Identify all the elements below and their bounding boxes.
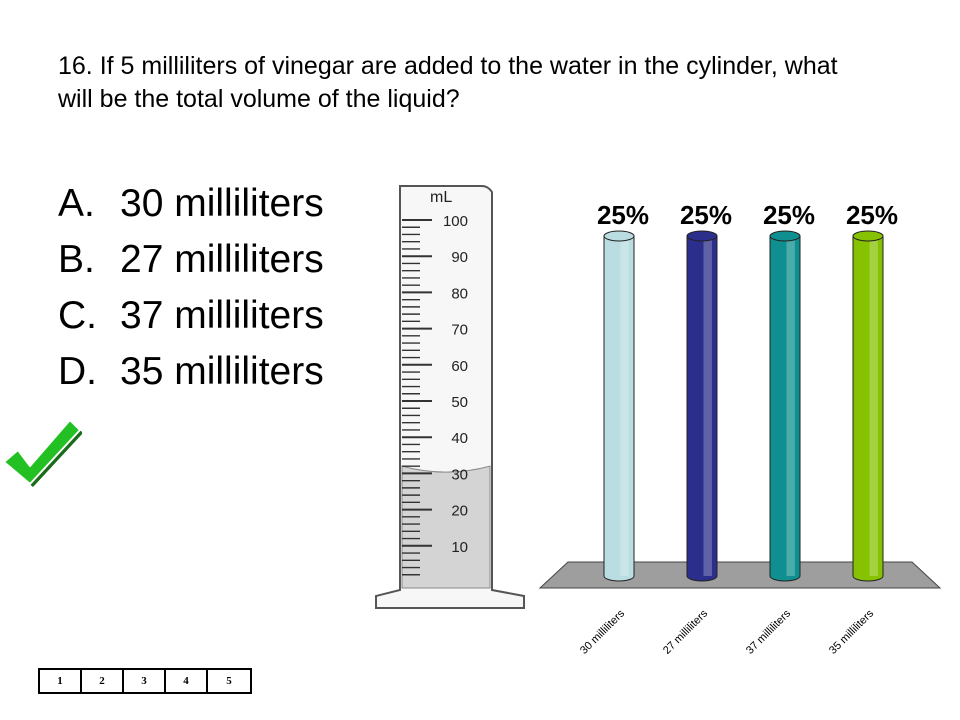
category-label: 30 milliliters xyxy=(578,607,627,656)
data-label: 25% xyxy=(597,200,649,230)
pager-page-5[interactable]: 5 xyxy=(208,670,250,692)
bar-top xyxy=(603,230,635,242)
data-label: 25% xyxy=(846,200,898,230)
unit-label: mL xyxy=(430,189,452,206)
tick-label: 20 xyxy=(451,503,468,520)
answer-letter: D. xyxy=(58,350,97,393)
bar-body xyxy=(686,235,718,582)
answer-text: 35 milliliters xyxy=(120,350,324,393)
answer-text: 27 milliliters xyxy=(120,238,324,281)
answer-letter: A. xyxy=(58,182,95,225)
tick-label: 40 xyxy=(451,430,468,447)
bar-top xyxy=(769,230,801,242)
pager-page-1[interactable]: 1 xyxy=(40,670,82,692)
bar-2 xyxy=(686,230,718,582)
answer-option-d[interactable]: D. 35 milliliters xyxy=(58,344,358,400)
answer-list: A. 30 milliliters B. 27 milliliters C. 3… xyxy=(58,176,358,400)
bar-highlight xyxy=(869,236,878,576)
tick-label: 10 xyxy=(451,539,468,556)
tick-label: 60 xyxy=(451,358,468,375)
bar-body xyxy=(852,235,884,582)
answer-text: 30 milliliters xyxy=(120,182,324,225)
tick-label: 80 xyxy=(451,285,468,302)
question-text: 16. If 5 milliliters of vinegar are adde… xyxy=(58,52,838,113)
data-label: 25% xyxy=(680,200,732,230)
bar-chart: 25% 30 milliliters 25% 27 milliliters 25% 37 … xyxy=(538,200,942,657)
bar-body xyxy=(769,235,801,582)
bar-3 xyxy=(769,230,801,582)
tick-label: 70 xyxy=(451,322,468,339)
answer-text: 37 milliliters xyxy=(120,294,324,337)
bar-highlight xyxy=(786,236,795,576)
bar-1 xyxy=(603,230,635,582)
checkmark-icon xyxy=(3,419,82,487)
bar-top xyxy=(686,230,718,242)
bar-top xyxy=(852,230,884,242)
answer-option-a[interactable]: A. 30 milliliters xyxy=(58,176,358,232)
tick-label: 90 xyxy=(451,249,468,266)
bar-body xyxy=(603,235,635,582)
pager: 1 2 3 4 5 xyxy=(38,668,252,694)
answer-letter: B. xyxy=(58,238,95,281)
graduated-cylinder: mL 100 90 80 70 60 50 40 30 20 10 xyxy=(375,185,525,609)
tick-label: 100 xyxy=(443,213,468,230)
bar-highlight xyxy=(620,236,629,576)
data-label: 25% xyxy=(763,200,815,230)
answer-option-c[interactable]: C. 37 milliliters xyxy=(58,288,358,344)
answer-option-b[interactable]: B. 27 milliliters xyxy=(58,232,358,288)
tick-label: 50 xyxy=(451,394,468,411)
liquid xyxy=(401,465,491,589)
pager-page-2[interactable]: 2 xyxy=(82,670,124,692)
answer-letter: C. xyxy=(58,294,97,337)
category-label: 27 milliliters xyxy=(661,607,710,656)
category-label: 35 milliliters xyxy=(827,607,876,656)
tick-label: 30 xyxy=(451,466,468,483)
pager-page-4[interactable]: 4 xyxy=(166,670,208,692)
bar-highlight xyxy=(703,236,712,576)
category-label: 37 milliliters xyxy=(744,607,793,656)
pager-page-3[interactable]: 3 xyxy=(124,670,166,692)
bar-4 xyxy=(852,230,884,582)
